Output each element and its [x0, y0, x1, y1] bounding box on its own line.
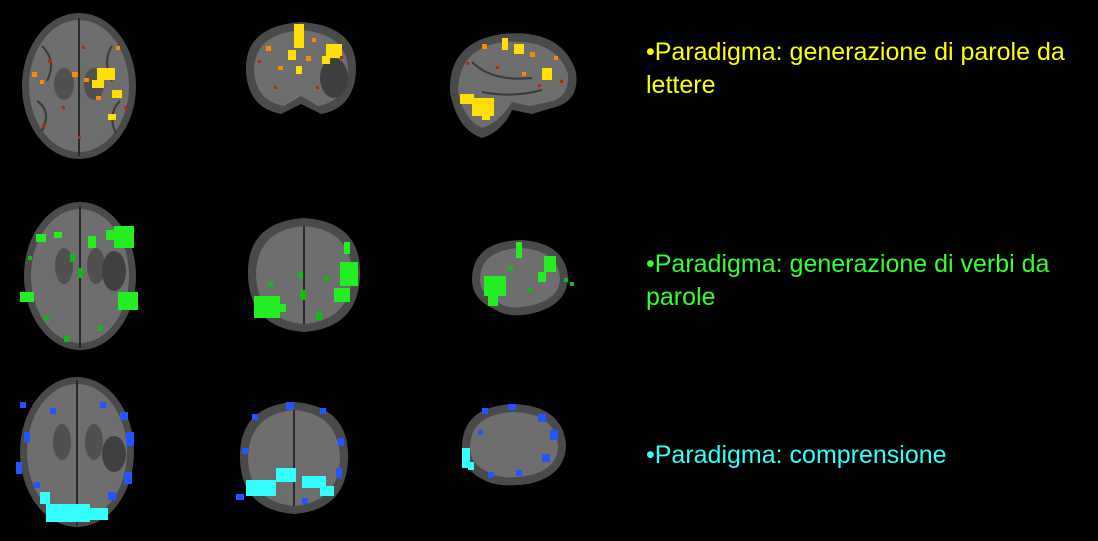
- brain-coronal-row2: [247, 218, 361, 332]
- brain-sagittal-row3: [462, 404, 566, 486]
- brain-axial-row3: [16, 377, 134, 527]
- caption-generazione-verbi: •Paradigma: generazione di verbi da paro…: [646, 250, 1050, 311]
- brain-image-grid: [16, 13, 577, 527]
- caption-generazione-parole: •Paradigma: generazione di parole da let…: [646, 38, 1065, 99]
- brain-coronal-row1: [245, 22, 357, 114]
- brain-axial-row2: [20, 202, 138, 350]
- brain-sagittal-row2: [472, 240, 574, 316]
- caption-comprensione: •Paradigma: comprensione: [646, 441, 947, 469]
- brain-sagittal-row1: [449, 33, 577, 138]
- brain-coronal-row3: [236, 402, 349, 514]
- brain-axial-row1: [22, 13, 136, 159]
